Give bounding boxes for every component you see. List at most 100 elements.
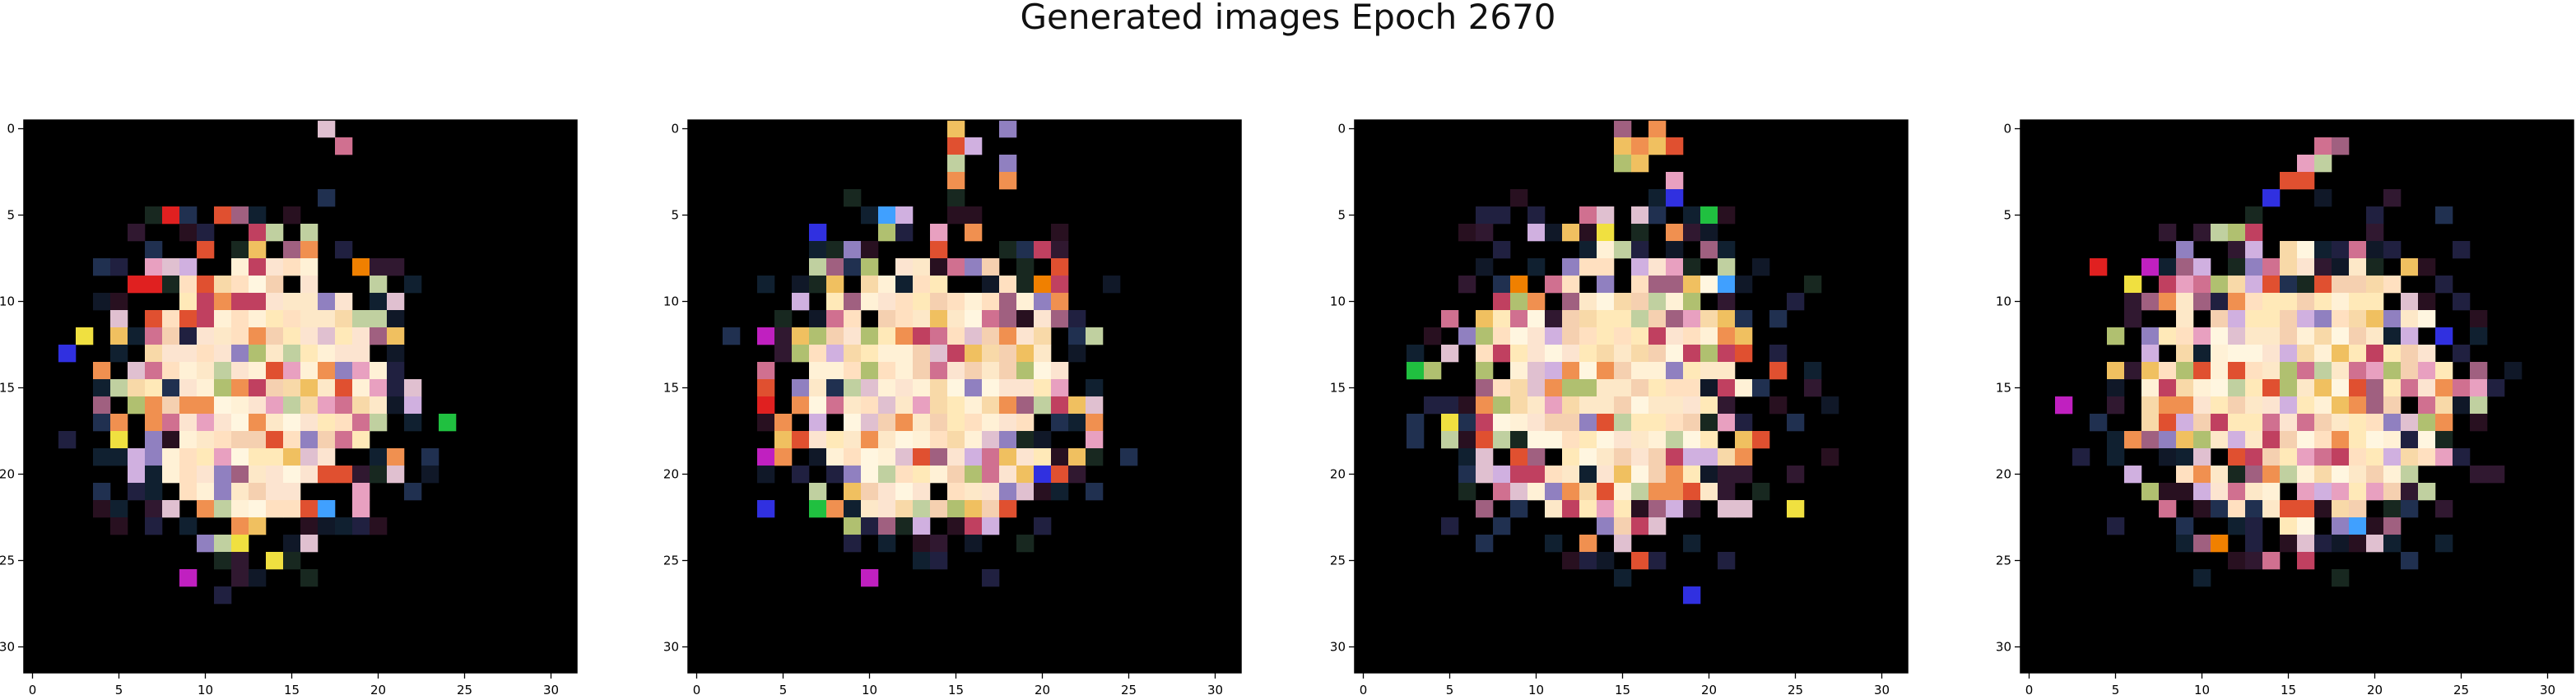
pixel [861,258,879,276]
pixel [179,396,198,415]
y-tick-label: 20 [1996,467,2011,482]
pixel [2159,500,2177,518]
pixel [861,327,879,345]
pixel [1597,241,1615,259]
pixel [2366,310,2384,328]
pixel [930,345,948,363]
y-tick-label: 10 [0,294,15,309]
pixel [1545,483,1563,501]
pixel [982,396,1000,415]
pixel [2193,345,2211,363]
pixel [2314,293,2332,311]
x-tick-label: 30 [543,683,559,695]
pixel [2159,379,2177,397]
pixel [1700,448,1718,466]
pixel [2401,293,2419,311]
axes-frame [1354,119,1909,674]
pixel [1614,241,1632,259]
pixel [1579,552,1597,570]
pixel [826,431,844,449]
pixel [1051,293,1069,311]
pixel [2401,414,2419,432]
pixel [214,276,232,294]
pixel [2228,414,2246,432]
pixel [1510,293,1528,311]
pixel [947,293,965,311]
pixel [2349,258,2367,276]
pixel [2159,483,2177,501]
pixel [266,310,284,328]
pixel [2124,362,2142,380]
x-tick-label: 20 [2367,683,2383,695]
pixel [1718,500,1736,518]
pixel [249,224,267,242]
pixel [300,258,319,276]
pixel [1510,448,1528,466]
pixel [249,206,267,225]
pixel [1510,379,1528,397]
pixel [214,206,232,225]
pixel [1666,241,1684,259]
pixel [1683,535,1701,553]
pixel [2193,466,2211,484]
image-panel-1: 0 5 10 15 20 25 30 0 5 10 15 20 25 30 [0,119,578,695]
pixel [2470,310,2488,328]
pixel [1666,327,1684,345]
pixel [2314,535,2332,553]
pixel [1579,310,1597,328]
pixel [2366,293,2384,311]
pixel [1051,310,1069,328]
pixel [1016,535,1035,553]
pixel [965,396,983,415]
pixel [1718,258,1736,276]
pixel [913,414,931,432]
pixel [2383,483,2402,501]
pixel [1458,276,1476,294]
pixel [2228,362,2246,380]
pixel [809,448,827,466]
pixel [1648,414,1667,432]
pixel [2159,293,2177,311]
pixel [2297,155,2315,173]
pixel [1597,345,1615,363]
pixel [2262,310,2281,328]
pixel [1493,466,1511,484]
pixel [1683,276,1701,294]
pixel [1016,293,1035,311]
pixel [2228,258,2246,276]
pixel [179,310,198,328]
pixel [1614,431,1632,449]
pixel [1614,500,1632,518]
pixel [913,276,931,294]
pixel [1476,535,1494,553]
pixel [145,276,163,294]
pixel [947,137,965,155]
pixel [1051,258,1069,276]
pixel [2280,396,2298,415]
pixel [965,327,983,345]
pixel [76,327,94,345]
pixel [2418,258,2436,276]
pixel [965,293,983,311]
pixel [999,155,1017,173]
pixel [1718,276,1736,294]
pixel [2349,327,2367,345]
pixel [1666,276,1684,294]
y-tick-label: 15 [663,381,679,396]
pixel [1648,345,1667,363]
pixel [352,466,370,484]
pixel [2262,466,2281,484]
pixel [1648,396,1667,415]
pixel [214,448,232,466]
pixel [2349,345,2367,363]
pixel [2228,276,2246,294]
pixel [179,517,198,535]
pixel [2332,517,2350,535]
pixel [1735,310,1753,328]
pixel [283,431,301,449]
pixel [930,258,948,276]
pixel [1476,379,1494,397]
pixel [231,414,249,432]
pixel [1510,466,1528,484]
pixel [1683,224,1701,242]
